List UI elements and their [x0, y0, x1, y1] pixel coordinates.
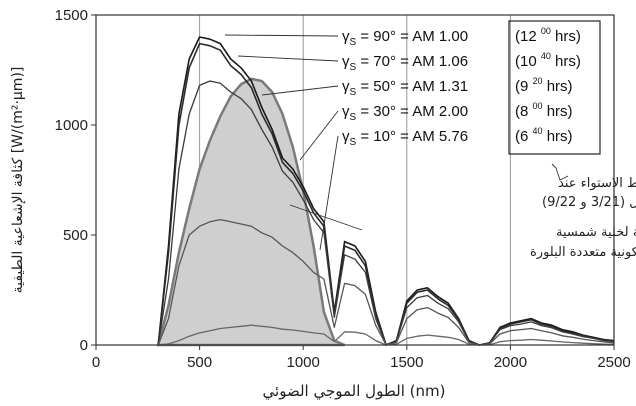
- legend-entry-4: γS = 30° = AM 2.00 (8 00 hrs): [342, 101, 573, 123]
- legend-time-3: (9 20 hrs): [515, 76, 573, 95]
- note-leader: [551, 163, 569, 181]
- efficiency-area: [156, 77, 346, 347]
- legend: γS = 90° = AM 1.00 (12 00 hrs) γS = 70° = …: [342, 20, 601, 155]
- axis-ticks: 0 500 1000 1500 2000 2500 0 500 1000 1500: [55, 7, 631, 371]
- legend-time-4: (8 00 hrs): [515, 101, 573, 120]
- efficiency-leader: [289, 204, 363, 231]
- legend-formula-1: γS = 90° = AM 1.00: [342, 28, 468, 48]
- note-line-1: مثال: الزمن عند خط الاستواء عند: [558, 176, 636, 191]
- legend-entry-2: γS = 70° = AM 1.06 (10 40 hrs): [342, 51, 581, 73]
- x-tick-label-500: 500: [187, 354, 212, 371]
- legend-entry-5: γS = 10° = AM 5.76 (6 40 hrs): [342, 126, 573, 148]
- legend-leader-4: [299, 110, 339, 161]
- y-tick-label-500: 500: [63, 227, 88, 244]
- legend-formula-5: γS = 10° = AM 5.76: [342, 128, 468, 148]
- y-axis-label: كثافة الإشعاعية الطيفية [W/(m²·µm)]: [10, 67, 26, 294]
- legend-time-2: (10 40 hrs): [515, 51, 581, 70]
- x-axis-label: الطول الموجي الضوئي (nm): [263, 382, 446, 401]
- y-tick-label-1500: 1500: [55, 7, 88, 24]
- x-tick-label-2500: 2500: [597, 354, 630, 371]
- x-tick-label-0: 0: [92, 354, 100, 371]
- leader-lines: [224, 34, 569, 251]
- legend-leader-5: [319, 135, 339, 251]
- legend-entry-3: γS = 50° = AM 1.31 (9 20 hrs): [342, 76, 573, 98]
- plot-frame: [95, 14, 615, 346]
- x-tick-label-1500: 1500: [390, 354, 423, 371]
- legend-time-1: (12 00 hrs): [515, 26, 581, 45]
- legend-leader-1: [224, 34, 339, 37]
- legend-leader-2: [237, 55, 339, 62]
- efficiency-label-2: سيليكونية متعددة البلورة: [530, 245, 636, 260]
- x-tick-label-1000: 1000: [287, 354, 320, 371]
- efficiency-label-1: الكفاءة الطيفية النسبية لخلية شمسية: [556, 225, 636, 240]
- legend-formula-3: γS = 50° = AM 1.31: [342, 78, 468, 98]
- legend-time-box: [508, 20, 601, 155]
- legend-entry-1: γS = 90° = AM 1.00 (12 00 hrs): [342, 26, 581, 48]
- legend-time-5: (6 40 hrs): [515, 126, 573, 145]
- y-tick-label-1000: 1000: [55, 117, 88, 134]
- legend-formula-4: γS = 30° = AM 2.00: [342, 103, 468, 123]
- legend-leader-3: [261, 85, 339, 96]
- x-tick-label-2000: 2000: [494, 354, 527, 371]
- note-line-2: الاعتدال (3/21 و 9/22): [542, 195, 636, 210]
- y-tick-label-0: 0: [80, 337, 88, 354]
- legend-formula-2: γS = 70° = AM 1.06: [342, 53, 468, 73]
